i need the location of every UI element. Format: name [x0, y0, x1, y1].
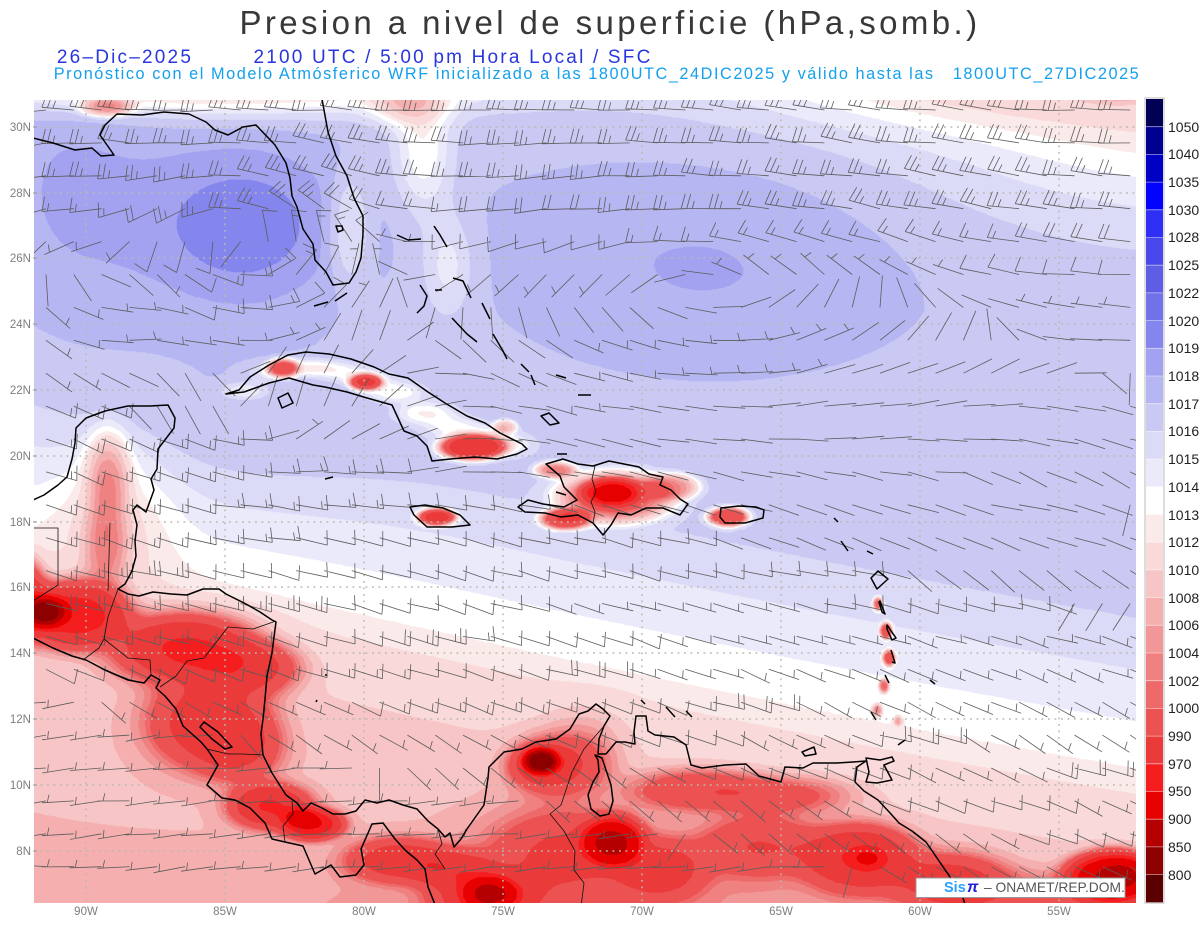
- svg-text:1017: 1017: [1168, 396, 1199, 412]
- svg-text:55W: 55W: [1047, 906, 1071, 918]
- svg-text:1006: 1006: [1168, 617, 1199, 633]
- svg-text:1025: 1025: [1168, 257, 1199, 273]
- svg-text:950: 950: [1168, 783, 1192, 799]
- svg-text:1014: 1014: [1168, 479, 1199, 495]
- svg-text:24N: 24N: [10, 319, 31, 331]
- svg-text:1016: 1016: [1168, 423, 1199, 439]
- svg-text:1022: 1022: [1168, 285, 1199, 301]
- svg-text:16N: 16N: [10, 582, 31, 594]
- svg-text:1035: 1035: [1168, 174, 1199, 190]
- svg-text:14N: 14N: [10, 648, 31, 660]
- svg-text:800: 800: [1168, 867, 1192, 883]
- svg-text:10N: 10N: [10, 780, 31, 792]
- svg-text:75W: 75W: [491, 906, 515, 918]
- svg-text:80W: 80W: [352, 906, 376, 918]
- svg-text:65W: 65W: [769, 906, 793, 918]
- svg-text:1012: 1012: [1168, 534, 1199, 550]
- svg-text:1020: 1020: [1168, 313, 1199, 329]
- svg-text:Sis: Sis: [944, 880, 966, 896]
- svg-text:22N: 22N: [10, 385, 31, 397]
- svg-text:18N: 18N: [10, 517, 31, 529]
- svg-text:1004: 1004: [1168, 645, 1199, 661]
- svg-text:90W: 90W: [74, 906, 98, 918]
- svg-text:1000: 1000: [1168, 700, 1199, 716]
- svg-text:28N: 28N: [10, 188, 31, 200]
- svg-text:1030: 1030: [1168, 202, 1199, 218]
- svg-text:1050: 1050: [1168, 119, 1199, 135]
- svg-text:1040: 1040: [1168, 146, 1199, 162]
- svg-text:1015: 1015: [1168, 451, 1199, 467]
- svg-text:990: 990: [1168, 728, 1192, 744]
- svg-text:12N: 12N: [10, 714, 31, 726]
- svg-text:26N: 26N: [10, 253, 31, 265]
- svg-text:1002: 1002: [1168, 673, 1199, 689]
- svg-text:1018: 1018: [1168, 368, 1199, 384]
- svg-text:– ONAMET/REP.DOM.: – ONAMET/REP.DOM.: [984, 880, 1125, 895]
- svg-text:1013: 1013: [1168, 507, 1199, 523]
- svg-text:8N: 8N: [16, 846, 31, 858]
- svg-text:26–Dic–2025: 26–Dic–2025: [57, 47, 193, 68]
- svg-text:900: 900: [1168, 811, 1192, 827]
- svg-text:1028: 1028: [1168, 229, 1199, 245]
- svg-text:20N: 20N: [10, 451, 31, 463]
- svg-text:30N: 30N: [10, 122, 31, 134]
- svg-text:2100 UTC / 5:00 pm Hora Local: 2100 UTC / 5:00 pm Hora Local / SFC: [253, 47, 652, 68]
- svg-text:Presion a nivel de superficie: Presion a nivel de superficie (hPa,somb.…: [239, 4, 980, 41]
- svg-text:70W: 70W: [630, 906, 654, 918]
- svg-text:1010: 1010: [1168, 562, 1199, 578]
- svg-text:85W: 85W: [213, 906, 237, 918]
- svg-text:850: 850: [1168, 839, 1192, 855]
- svg-text:60W: 60W: [908, 906, 932, 918]
- svg-text:1019: 1019: [1168, 340, 1199, 356]
- svg-text:π: π: [967, 879, 979, 896]
- svg-text:Pronóstico con el Modelo Atmo: Pronóstico con el Modelo Atmósferico W…: [54, 65, 1141, 83]
- svg-text:1008: 1008: [1168, 590, 1199, 606]
- svg-text:970: 970: [1168, 756, 1192, 772]
